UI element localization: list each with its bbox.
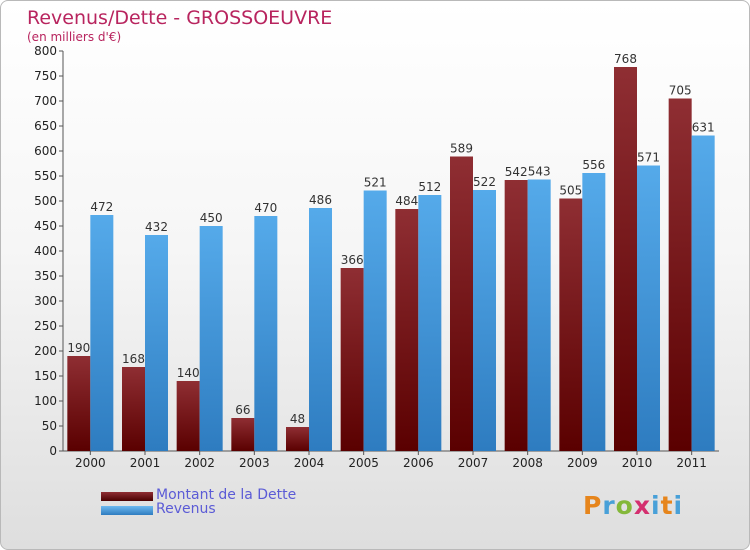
y-tick-label: 600: [34, 144, 57, 158]
x-tick-label: 2011: [676, 456, 707, 470]
data-label-debt: 66: [235, 403, 250, 417]
y-tick-label: 750: [34, 69, 57, 83]
legend-label-debt: Montant de la Dette: [156, 487, 297, 503]
data-label-revenue: 450: [200, 211, 223, 225]
y-tick-label: 250: [34, 319, 57, 333]
data-label-debt: 705: [669, 84, 692, 98]
data-label-debt: 366: [341, 253, 364, 267]
bar-debt-2007: [450, 156, 473, 451]
legend-swatch-revenue: [101, 506, 153, 515]
y-tick-label: 100: [34, 394, 57, 408]
data-label-revenue: 522: [473, 175, 496, 189]
bar-debt-2009: [559, 198, 583, 451]
x-tick-label: 2000: [75, 456, 106, 470]
x-tick-label: 2003: [239, 456, 270, 470]
chart-subtitle: (en milliers d'€): [27, 30, 122, 44]
y-tick-label: 800: [34, 44, 57, 58]
data-label-debt: 589: [450, 142, 473, 156]
y-tick-label: 450: [34, 219, 57, 233]
data-label-revenue: 521: [364, 176, 387, 190]
bar-revenue-2008: [527, 179, 551, 451]
bar-debt-2001: [122, 367, 145, 451]
bar-debt-2004: [286, 427, 309, 451]
bar-revenue-2000: [90, 215, 114, 451]
x-axis: 2000 2001 2002 2003 2004 2005 2006 2007 2008 2009…: [63, 450, 719, 470]
y-tick-label: 550: [34, 169, 57, 183]
bar-revenue-2005: [363, 190, 387, 451]
data-label-debt: 484: [395, 194, 418, 208]
y-tick-label: 700: [34, 94, 57, 108]
legend-swatch-debt: [101, 492, 153, 501]
x-tick-label: 2001: [130, 456, 161, 470]
bar-revenue-2006: [418, 195, 442, 451]
x-tick-label: 2007: [458, 456, 489, 470]
data-label-revenue: 631: [692, 121, 715, 135]
y-tick-label: 300: [34, 294, 57, 308]
data-label-revenue: 432: [145, 220, 168, 234]
x-tick-label: 2008: [512, 456, 543, 470]
data-label-debt: 768: [614, 52, 637, 66]
bar-revenue-2010: [637, 165, 660, 451]
data-label-revenue: 512: [418, 180, 441, 194]
data-label-debt: 168: [122, 352, 145, 366]
data-label-debt: 190: [67, 341, 90, 355]
x-tick-label: 2010: [622, 456, 653, 470]
y-tick-label: 150: [34, 369, 57, 383]
data-label-debt: 505: [559, 184, 582, 198]
x-tick-label: 2005: [348, 456, 379, 470]
x-tick-label: 2004: [294, 456, 325, 470]
y-tick-label: 400: [34, 244, 57, 258]
bar-revenue-2001: [145, 235, 168, 451]
bar-revenue-2003: [254, 216, 278, 451]
y-tick-label: 350: [34, 269, 57, 283]
x-tick-label: 2006: [403, 456, 434, 470]
x-tick-label: 2009: [567, 456, 598, 470]
bar-debt-2002: [176, 381, 200, 451]
data-label-debt: 48: [290, 412, 305, 426]
data-label-debt: 140: [177, 366, 200, 380]
data-label-revenue: 543: [528, 165, 551, 179]
data-label-revenue: 556: [582, 158, 605, 172]
y-tick-label: 50: [42, 419, 57, 433]
x-tick-label: 2002: [184, 456, 215, 470]
bar-debt-2000: [67, 356, 91, 451]
bar-revenue-2004: [309, 208, 332, 451]
bar-revenue-2011: [691, 135, 715, 451]
legend-label-revenue: Revenus: [156, 501, 216, 517]
bar-debt-2008: [504, 180, 528, 451]
bar-debt-2006: [395, 209, 419, 451]
y-tick-label: 650: [34, 119, 57, 133]
bars: [67, 67, 715, 451]
y-tick-label: 0: [49, 444, 57, 458]
data-label-revenue: 472: [90, 200, 113, 214]
proxiti-logo: Proxiti: [583, 491, 684, 520]
bar-debt-2005: [340, 268, 364, 451]
bar-debt-2010: [614, 67, 637, 451]
data-label-revenue: 571: [637, 151, 660, 165]
y-tick-label: 200: [34, 344, 57, 358]
bar-revenue-2007: [473, 190, 496, 451]
y-axis: 0 50 100 150 200 250 300 350 400 450 500 550 600 650 7…: [34, 44, 64, 458]
data-labels: 190 168 140 66 48 366 484 589 542 505 768 705 472 432…: [67, 52, 714, 426]
bar-debt-2003: [231, 418, 255, 451]
data-label-debt: 542: [505, 165, 528, 179]
data-label-revenue: 486: [309, 193, 332, 207]
bar-revenue-2009: [582, 173, 606, 451]
bar-revenue-2002: [199, 226, 223, 451]
bar-debt-2011: [668, 98, 692, 451]
data-label-revenue: 470: [254, 201, 277, 215]
chart-title: Revenus/Dette - GROSSOEUVRE: [27, 7, 333, 29]
y-tick-label: 500: [34, 194, 57, 208]
